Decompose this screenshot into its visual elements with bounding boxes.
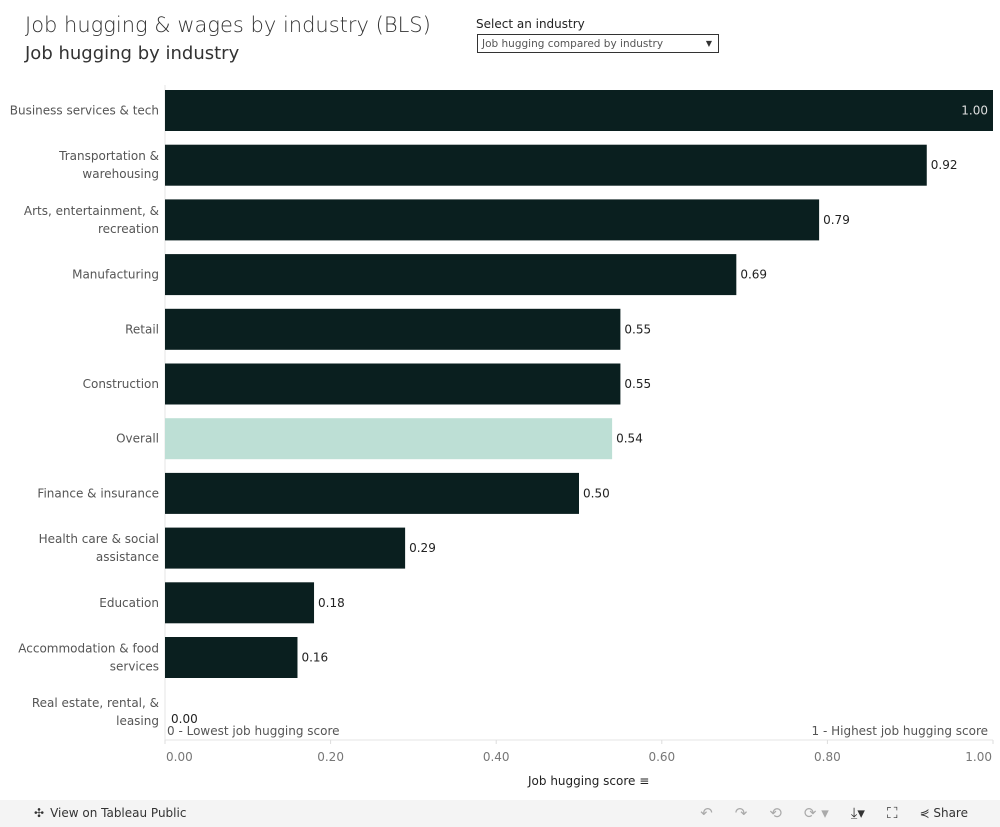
bar[interactable]	[165, 582, 315, 624]
share-button[interactable]: ⋞ Share	[919, 806, 968, 820]
footer-toolbar: ✣ View on Tableau Public ↶ ↷ ⟲ ⟳ ▾ ⤓▾ ⛶ …	[0, 800, 1000, 827]
category-label: Retail	[125, 322, 159, 336]
chart-subtitle: Job hugging by industry	[25, 43, 240, 64]
redo-icon[interactable]: ↷	[734, 804, 748, 822]
industry-filter-dropdown[interactable]: Job hugging compared by industry ▼	[477, 34, 719, 53]
tableau-logo-icon: ✣	[34, 806, 45, 820]
category-label: Health care & social	[39, 532, 159, 546]
x-tick-label: 0.80	[814, 750, 841, 764]
data-label: 0.54	[616, 432, 643, 446]
x-axis-title-text: Job hugging score	[528, 774, 636, 788]
category-label: Construction	[83, 377, 159, 391]
data-label: 0.16	[301, 651, 328, 665]
bar[interactable]	[165, 144, 927, 186]
industry-filter-label: Select an industry	[476, 17, 585, 31]
download-icon[interactable]: ⤓▾	[850, 804, 865, 822]
data-label: 0.18	[318, 596, 345, 610]
category-label: Business services & tech	[10, 104, 159, 118]
view-on-tableau-label: View on Tableau Public	[50, 806, 187, 820]
category-label: Transportation &	[58, 149, 159, 163]
share-label: Share	[933, 806, 968, 820]
category-label: Arts, entertainment, &	[24, 204, 159, 218]
data-label: 0.55	[624, 377, 651, 391]
category-label: recreation	[98, 222, 159, 236]
x-tick-label: 0.60	[648, 750, 675, 764]
category-label: Real estate, rental, &	[32, 696, 159, 710]
category-label: assistance	[96, 550, 159, 564]
bar[interactable]	[165, 90, 993, 131]
category-label: Overall	[116, 432, 159, 446]
x-tick-label: 0.40	[483, 750, 510, 764]
dropdown-arrow-icon: ▼	[705, 39, 712, 48]
data-label: 0.29	[409, 541, 436, 555]
bar[interactable]	[165, 363, 621, 405]
high-score-annotation: 1 - Highest job hugging score	[812, 724, 989, 738]
category-label: Accommodation & food	[18, 642, 159, 656]
bar[interactable]	[165, 472, 579, 514]
industry-filter-value: Job hugging compared by industry	[482, 38, 664, 50]
low-score-annotation: 0 - Lowest job hugging score	[167, 724, 340, 738]
data-label: 0.79	[823, 213, 850, 227]
bar[interactable]	[165, 254, 737, 296]
bar[interactable]	[165, 199, 820, 241]
data-label: 1.00	[961, 104, 988, 118]
category-label: Manufacturing	[72, 268, 159, 282]
fullscreen-icon[interactable]: ⛶	[886, 804, 898, 822]
data-label: 0.55	[624, 322, 651, 336]
category-label: Education	[99, 596, 159, 610]
data-label: 0.00	[171, 712, 198, 726]
view-on-tableau-link[interactable]: ✣ View on Tableau Public	[34, 806, 186, 820]
refresh-icon[interactable]: ⟳ ▾	[803, 804, 829, 822]
category-label: warehousing	[82, 167, 159, 181]
data-label: 0.69	[740, 268, 767, 282]
revert-icon[interactable]: ⟲	[769, 804, 782, 822]
sort-icon[interactable]: ≡	[639, 774, 650, 788]
bar[interactable]	[165, 308, 621, 350]
x-axis-title[interactable]: Job hugging score ≡	[528, 774, 649, 788]
dashboard-title: Job hugging & wages by industry (BLS)	[25, 13, 431, 37]
undo-icon[interactable]: ↶	[700, 804, 713, 822]
bar[interactable]	[165, 637, 298, 678]
data-label: 0.92	[931, 158, 958, 172]
category-label: services	[110, 660, 159, 674]
category-label: Finance & insurance	[37, 486, 159, 500]
bar-chart: Business services & tech 1.00 Transportati…	[10, 85, 994, 764]
x-tick-label: 0.00	[166, 750, 193, 764]
data-label: 0.50	[583, 486, 610, 500]
x-tick-label: 0.20	[317, 750, 344, 764]
bar[interactable]	[165, 527, 406, 569]
bar[interactable]	[165, 418, 613, 460]
category-label: leasing	[116, 714, 159, 728]
x-tick-label: 1.00	[965, 750, 992, 764]
